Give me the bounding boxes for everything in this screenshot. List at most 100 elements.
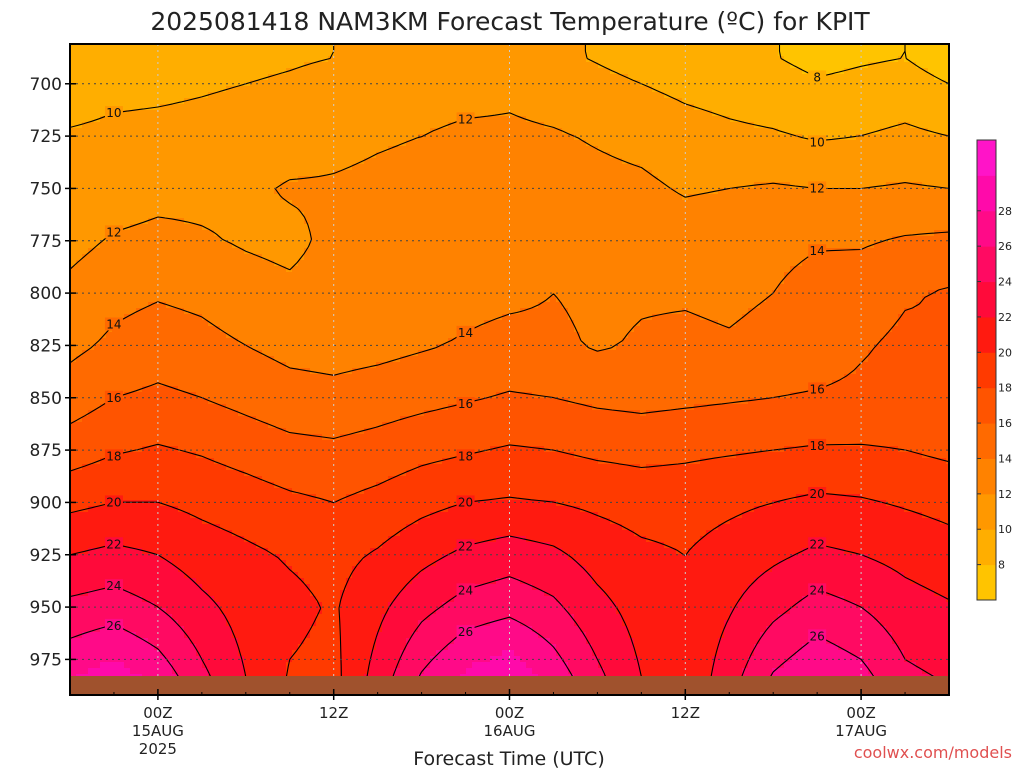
heat-cell (166, 62, 173, 69)
heat-cell (340, 332, 347, 339)
heat-cell (184, 332, 191, 339)
heat-cell (148, 416, 155, 423)
heat-cell (118, 254, 125, 261)
heat-cell (88, 536, 95, 543)
heat-cell (220, 326, 227, 333)
heat-cell (220, 554, 227, 561)
heat-cell (280, 158, 287, 165)
heat-cell (172, 50, 179, 57)
heat-cell (214, 188, 221, 195)
heat-cell (106, 662, 113, 669)
heat-cell (262, 74, 269, 81)
heat-cell (286, 428, 293, 435)
heat-cell (100, 614, 107, 621)
heat-cell (130, 602, 137, 609)
heat-cell (334, 134, 341, 141)
heat-cell (100, 362, 107, 369)
heat-cell (160, 92, 167, 99)
heat-cell (124, 296, 131, 303)
heat-cell (268, 608, 275, 615)
heat-cell (178, 50, 185, 57)
heat-cell (190, 662, 197, 669)
heat-cell (142, 260, 149, 267)
heat-cell (166, 212, 173, 219)
heat-cell (250, 56, 257, 63)
heat-cell (250, 362, 257, 369)
heat-cell (94, 530, 101, 537)
heat-cell (112, 368, 119, 375)
heat-cell (298, 218, 305, 225)
heat-cell (148, 404, 155, 411)
heat-cell (190, 236, 197, 243)
heat-cell (274, 416, 281, 423)
heat-cell (232, 584, 239, 591)
heat-cell (298, 110, 305, 117)
heat-cell (334, 392, 341, 399)
heat-cell (262, 176, 269, 183)
heat-cell (166, 200, 173, 207)
heat-cell (190, 122, 197, 129)
heat-cell (310, 386, 317, 393)
heat-cell (154, 242, 161, 249)
heat-cell (196, 182, 203, 189)
heat-cell (316, 176, 323, 183)
heat-cell (100, 80, 107, 87)
heat-cell (256, 302, 263, 309)
heat-cell (316, 218, 323, 225)
heat-cell (82, 338, 89, 345)
heat-cell (214, 260, 221, 267)
heat-cell (280, 470, 287, 477)
heat-cell (172, 602, 179, 609)
heat-cell (316, 446, 323, 453)
heat-cell (136, 86, 143, 93)
heat-cell (292, 542, 299, 549)
heat-cell (334, 416, 341, 423)
heat-cell (214, 398, 221, 405)
heat-cell (178, 170, 185, 177)
heat-cell (262, 470, 269, 477)
heat-cell (184, 278, 191, 285)
heat-cell (220, 578, 227, 585)
heat-cell (148, 284, 155, 291)
heat-cell (232, 224, 239, 231)
heat-cell (220, 644, 227, 651)
heat-cell (76, 668, 83, 675)
heat-cell (280, 656, 287, 663)
heat-cell (94, 614, 101, 621)
heat-cell (70, 524, 77, 531)
heat-cell (166, 554, 173, 561)
heat-cell (190, 524, 197, 531)
heat-cell (280, 608, 287, 615)
heat-cell (244, 290, 251, 297)
heat-cell (70, 434, 77, 441)
heat-cell (184, 548, 191, 555)
heat-cell (274, 212, 281, 219)
heat-cell (76, 560, 83, 567)
heat-cell (322, 602, 329, 609)
heat-cell (88, 632, 95, 639)
heat-cell (82, 218, 89, 225)
heat-cell (154, 56, 161, 63)
heat-cell (304, 620, 311, 627)
heat-cell (304, 170, 311, 177)
heat-cell (130, 152, 137, 159)
heat-cell (124, 134, 131, 141)
heat-cell (328, 224, 335, 231)
heat-cell (70, 380, 77, 387)
heat-cell (250, 170, 257, 177)
heat-cell (298, 506, 305, 513)
heat-cell (292, 458, 299, 465)
heat-cell (280, 374, 287, 381)
heat-cell (340, 140, 347, 147)
heat-cell (166, 398, 173, 405)
heat-cell (250, 584, 257, 591)
heat-cell (70, 254, 77, 261)
heat-cell (334, 176, 341, 183)
heat-cell (148, 608, 155, 615)
heat-cell (316, 476, 323, 483)
heat-cell (262, 344, 269, 351)
heat-cell (310, 650, 317, 657)
heat-cell (178, 296, 185, 303)
heat-cell (118, 362, 125, 369)
heat-cell (118, 410, 125, 417)
